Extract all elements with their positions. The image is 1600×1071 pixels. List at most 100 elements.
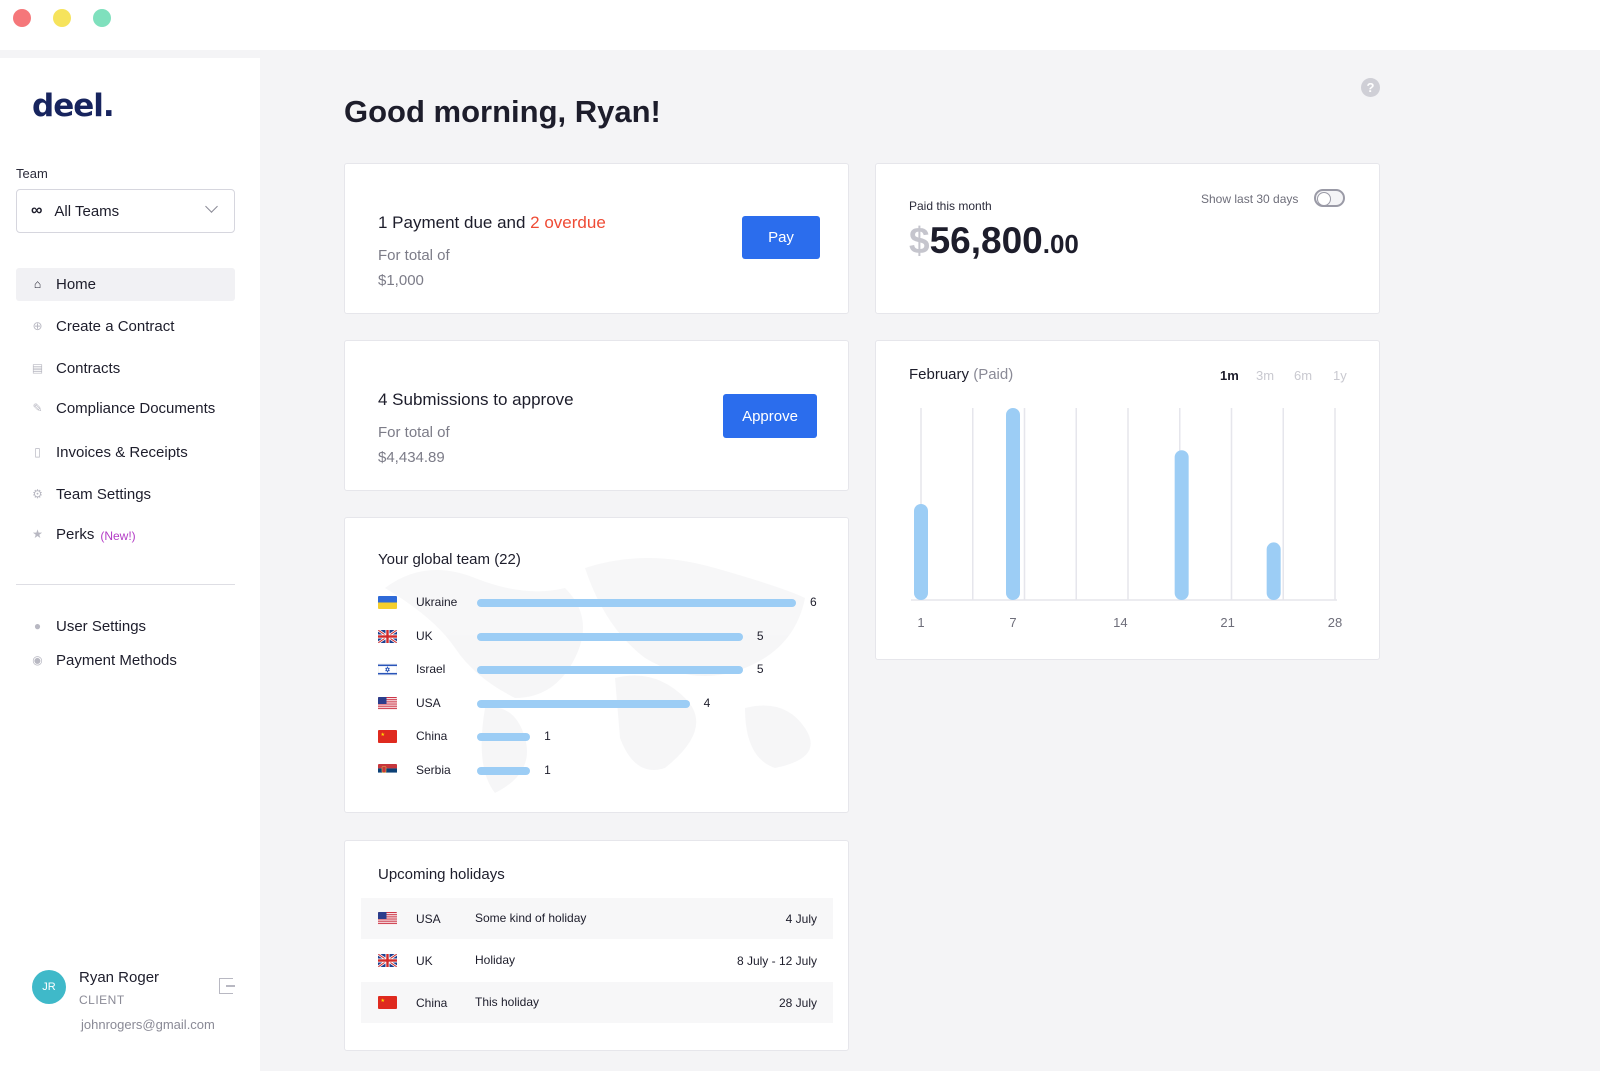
approve-button[interactable]: Approve [723,394,817,438]
user-role: CLIENT [79,993,125,1007]
nav-item-home[interactable]: ⌂ Home [16,268,235,301]
team-count-bar [477,733,531,741]
team-count-bar [477,666,743,674]
payment-total-label: For total of [378,247,450,264]
chart-bar[interactable] [1006,408,1020,600]
holiday-row[interactable]: UK Holiday 8 July - 12 July [361,940,833,981]
nav-item-contracts[interactable]: ▤ Contracts [16,352,235,385]
deel-logo[interactable]: deel. [32,88,115,124]
chart-bar[interactable] [1174,450,1189,600]
nav-item-payment-methods[interactable]: ◉ Payment Methods [16,644,235,677]
team-count-value: 5 [756,662,764,676]
user-icon: ● [33,619,42,633]
maximize-window-button[interactable] [93,9,111,27]
serbia-flag-icon [378,763,397,777]
range-tab-1y[interactable]: 1y [1333,368,1347,383]
svg-text:★: ★ [381,998,386,1004]
holiday-name: Some kind of holiday [475,911,587,925]
team-country-name: China [416,729,448,743]
chart-x-tick-label: 21 [1220,615,1234,630]
team-country-name: UK [416,628,433,643]
nav-item-label: Invoices & Receipts [56,444,188,461]
submissions-total-label: For total of [378,424,450,441]
chart-x-tick-label: 28 [1328,615,1342,630]
nav-item-label: Perks [56,526,95,543]
chart-bar[interactable] [1266,542,1281,600]
nav-item-invoices-receipts[interactable]: ▯ Invoices & Receipts [16,436,235,469]
gear-icon: ⚙ [32,487,43,501]
paid-amount-whole: 56,800 [929,220,1043,261]
paid-amount: $56,800.00 [909,220,1079,262]
logout-icon[interactable] [219,978,235,994]
submissions-total-value: $4,434.89 [378,449,445,466]
range-tab-6m[interactable]: 6m [1294,368,1313,383]
payments-bar-chart: 1 7 14 21 28 [911,408,1342,630]
team-select[interactable]: ∞ All Teams [16,189,235,233]
uk-flag-icon [378,629,397,643]
chart-title-suffix: (Paid) [973,366,1014,383]
team-country-name: Israel [416,662,446,676]
nav-item-compliance-documents[interactable]: ✎ Compliance Documents [16,392,235,425]
star-icon: ★ [32,527,43,541]
team-count-value: 5 [756,628,764,643]
range-tab-1m[interactable]: 1m [1220,368,1239,383]
chart-title-month: February [909,366,970,383]
holiday-name: Holiday [475,953,516,967]
nav-item-perks[interactable]: ★ Perks (New!) [16,518,235,551]
close-window-button[interactable] [13,9,31,27]
show-last-30-days-toggle[interactable] [1314,189,1345,207]
nav-item-team-settings[interactable]: ⚙ Team Settings [16,478,235,511]
paid-this-month-label: Paid this month [909,199,992,213]
global-team-title: Your global team (22) [378,551,521,568]
usa-flag-icon [378,696,397,710]
show-last-30-days-label: Show last 30 days [1201,192,1299,206]
minimize-window-button[interactable] [53,9,71,27]
payment-due-title: 1 Payment due and 2 overdue [378,213,606,233]
nav-item-create-contract[interactable]: ⊕ Create a Contract [16,310,235,343]
team-country-name: USA [416,695,441,710]
new-badge: (New!) [100,529,136,543]
nav-item-label: Team Settings [56,486,152,503]
team-count-value: 4 [703,695,711,710]
israel-flag-icon [378,663,397,676]
chart-x-tick-label: 7 [1009,615,1016,630]
holiday-row[interactable]: USA Some kind of holiday 4 July [361,898,833,939]
page-title: Good morning, Ryan! [344,94,661,129]
help-icon[interactable]: ? [1361,78,1380,97]
pay-button[interactable]: Pay [742,216,820,259]
chart-x-tick-label: 1 [917,615,924,630]
holiday-country: USA [416,912,441,926]
chevron-down-icon [205,200,218,213]
user-name: Ryan Roger [79,969,160,986]
payment-total-value: $1,000 [378,272,424,289]
team-count-bar [477,599,796,607]
home-icon: ⌂ [33,277,42,291]
sidebar: deel. Team ∞ All Teams ⌂ Home ⊕ Create a… [0,58,260,1071]
upcoming-holidays-title: Upcoming holidays [378,866,505,883]
holiday-name: This holiday [475,995,540,1009]
team-country-name: Serbia [416,762,451,777]
team-count-value: 1 [544,729,551,743]
nav-item-label: Create a Contract [56,318,175,335]
nav-item-user-settings[interactable]: ● User Settings [16,610,235,643]
payment-due-text: 1 Payment due and [378,213,531,232]
team-country-name: Ukraine [416,595,458,609]
avatar[interactable]: JR [32,970,66,1004]
china-flag-icon: ★ [378,730,397,743]
holiday-date: 4 July [785,912,817,926]
nav-item-label: User Settings [56,618,147,635]
document-icon: ▤ [31,361,44,375]
plus-circle-icon: ⊕ [32,319,43,333]
window-titlebar [0,0,1600,50]
holiday-row[interactable]: ★ China This holiday 28 July [361,982,833,1023]
global-team-card [344,517,849,813]
team-count-bar [477,632,743,641]
nav-item-label: Contracts [56,360,121,377]
china-flag-icon: ★ [378,996,397,1009]
user-email: johnrogers@gmail.com [81,1017,215,1032]
svg-text:★: ★ [381,732,386,738]
chart-bar[interactable] [914,504,928,600]
overdue-link[interactable]: 2 overdue [530,213,606,232]
range-tab-3m[interactable]: 3m [1256,368,1275,383]
nav-item-label: Compliance Documents [56,400,216,417]
